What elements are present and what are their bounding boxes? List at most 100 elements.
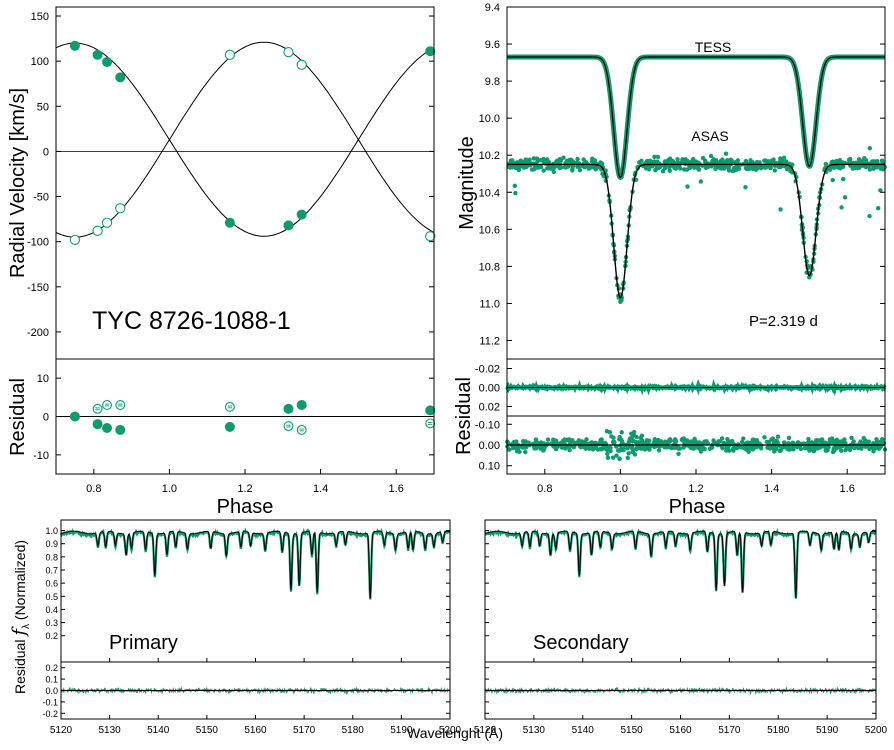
asas-point — [566, 162, 572, 168]
light-curve-y-tick-label: 10.0 — [479, 113, 500, 125]
rv-y-tick-label: -200 — [27, 327, 49, 339]
asas-point — [840, 160, 845, 165]
spectrum-x-tick-label: 5150 — [196, 725, 219, 736]
asas-point — [857, 165, 862, 170]
light-curve-x-tick-label: 1.4 — [764, 483, 779, 495]
spectrum-observed — [59, 527, 451, 600]
asas-residual-point — [795, 440, 801, 445]
spectrum-primary-ticks: 5120 5130 5140 5150 5160 5170 5180 5190 5200 1.0 0… — [42, 526, 461, 736]
light-curve-y-tick-label: 10.2 — [479, 150, 500, 162]
asas-residual-point — [561, 438, 566, 443]
asas-residual-point — [829, 436, 835, 441]
spectrum-x-tick-label: 5120 — [474, 725, 497, 736]
rv-point-open — [425, 231, 436, 242]
rv-residual-panel: 10 0 -10 0.8 1.0 1.2 1.4 1.6 Residual Phase — [7, 358, 436, 518]
spectrum-secondary-panel: 5120 5130 5140 5150 5160 5170 5180 5190 5200 Sec… — [474, 519, 888, 736]
asas-residual-point — [553, 446, 559, 452]
rv-residual-point-open — [92, 403, 103, 414]
rv-y-ticks: 150 100 50 0 -50 -100 -150 -200 — [27, 11, 434, 339]
light-curve-xlabel: Phase — [669, 496, 726, 518]
light-curve-y-tick-label: 9.4 — [485, 2, 500, 14]
spectrum-x-tick-label: 5190 — [390, 725, 413, 736]
asas-point — [667, 168, 672, 173]
rv-residual-x-ticks: 0.8 1.0 1.2 1.4 1.6 — [86, 469, 404, 495]
rv-residual-y-tick-label: 10 — [37, 373, 49, 385]
spectrum-x-tick-label: 5170 — [293, 725, 316, 736]
asas-residual-point — [672, 438, 677, 443]
asas-residual-point — [640, 438, 645, 443]
spectrum-x-tick-label: 5140 — [147, 725, 170, 736]
spectrum-x-tick-label: 5200 — [865, 725, 888, 736]
spectrum-residual — [484, 686, 877, 696]
spectrum-ylabel: Residual fλ (Normalized) — [9, 540, 32, 694]
rv-residual-point-open — [102, 400, 112, 410]
asas-residual-point — [615, 448, 621, 453]
asas-point — [685, 184, 690, 189]
light-curve-ylabel: Magnitude — [456, 136, 478, 229]
asas-point — [570, 159, 576, 165]
asas-residual-point — [774, 446, 779, 452]
rv-residual-point-open — [425, 418, 436, 429]
asas-residual-x-ticks: 0.8 1.0 1.2 1.4 1.6 — [537, 469, 855, 495]
asas-point — [662, 165, 668, 171]
asas-residual-point — [775, 434, 781, 439]
asas-residual-panel: -0.10 0.00 0.10 0.8 1.0 1.2 1.4 1.6 Residual P… — [453, 377, 888, 518]
rv-residual-y-ticks: 10 0 -10 — [33, 373, 434, 462]
asas-residual-point — [863, 438, 868, 443]
asas-point — [666, 158, 672, 163]
asas-residual-point — [630, 447, 636, 452]
rv-residual-point-filled — [224, 421, 235, 432]
rv-residual-point-filled — [115, 424, 126, 435]
asas-point — [833, 164, 838, 170]
rv-point-open — [92, 225, 103, 236]
rv-residual-y-tick-label: 0 — [43, 412, 49, 424]
asas-point — [834, 158, 840, 164]
asas-residual-point — [669, 445, 674, 451]
asas-point — [829, 160, 834, 165]
spectrum-primary-data — [59, 527, 451, 696]
asas-residual-point — [857, 441, 862, 447]
asas-point — [575, 156, 580, 162]
spectrum-x-tick-label: 5150 — [621, 725, 644, 736]
asas-residual-data — [505, 429, 888, 462]
rv-point-filled — [296, 209, 307, 220]
rv-model-curve-primary — [55, 42, 435, 237]
rv-residual-data — [56, 400, 436, 435]
asas-residual-point — [604, 445, 610, 450]
rv-point-filled — [224, 217, 235, 228]
asas-residual-point — [583, 446, 588, 451]
asas-residual-point — [809, 447, 814, 452]
spectrum-x-tick-label: 5140 — [572, 725, 595, 736]
asas-residual-point — [856, 445, 861, 451]
light-curve-y-ticks: 9.4 9.6 9.8 10.0 10.2 10.4 10.6 10.8 11.0 11.2 — [479, 2, 885, 347]
spectrum-residual-tick-label: 0.1 — [45, 675, 58, 685]
asas-residual-point — [724, 448, 729, 453]
asas-residual-point — [563, 446, 568, 451]
asas-residual-point — [521, 440, 527, 446]
asas-point — [748, 158, 753, 163]
asas-point — [637, 160, 642, 165]
asas-point — [654, 164, 660, 169]
secondary-label: Secondary — [533, 632, 629, 654]
rv-residual-point-filled — [296, 400, 307, 410]
asas-residual-point — [849, 435, 854, 440]
asas-point — [518, 158, 523, 163]
rv-point-open — [69, 234, 81, 246]
asas-residual-y-tick-label: -0.10 — [475, 419, 500, 431]
rv-residual-point-filled — [283, 403, 294, 414]
asas-point — [716, 164, 721, 170]
light-curve-y-tick-label: 11.2 — [479, 335, 500, 347]
asas-residual-point — [617, 436, 622, 442]
asas-residual-point — [839, 448, 844, 453]
spectrum-flux-tick-label: 0.4 — [45, 605, 58, 615]
asas-point — [696, 167, 702, 172]
asas-point — [643, 166, 649, 171]
asas-residual-point — [680, 436, 685, 442]
spectrum-flux-tick-label: 1.0 — [45, 526, 58, 536]
rv-residual-point-filled — [102, 423, 113, 433]
asas-residual-point — [750, 437, 756, 442]
asas-point — [683, 159, 688, 164]
asas-point — [536, 164, 541, 170]
asas-residual-point — [814, 438, 819, 443]
rv-data — [55, 40, 436, 246]
